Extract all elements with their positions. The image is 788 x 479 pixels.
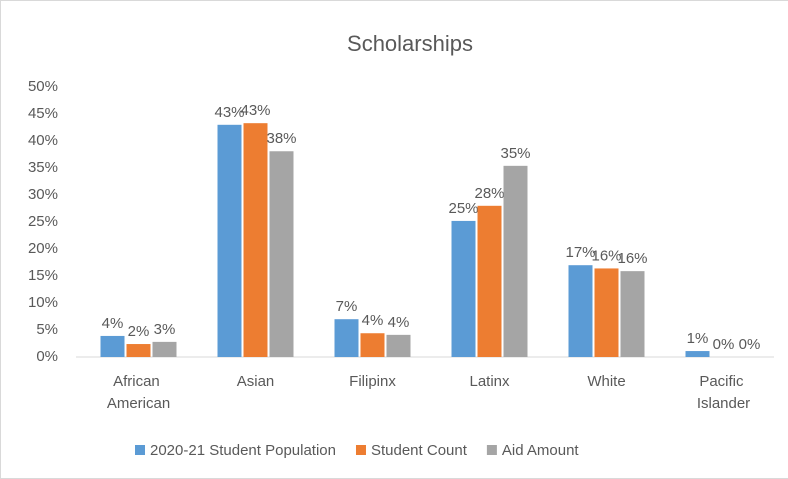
value-label: 0% [713, 336, 735, 353]
value-label: 0% [739, 336, 761, 353]
x-tick-label: Latinx [469, 373, 510, 390]
y-tick-label: 20% [28, 240, 58, 257]
bar [360, 333, 385, 357]
value-label: 4% [102, 315, 124, 332]
value-label: 3% [154, 321, 176, 338]
bar [620, 271, 645, 357]
bar [269, 151, 294, 357]
bar [568, 265, 593, 357]
bar [243, 123, 268, 358]
value-label: 28% [474, 185, 504, 202]
value-label: 35% [500, 145, 530, 162]
value-label: 17% [565, 244, 595, 261]
bar [594, 268, 619, 357]
x-tick-label: Asian [237, 373, 275, 390]
x-tick-label: Filipinx [349, 373, 396, 390]
bar [126, 344, 151, 357]
value-label: 25% [448, 200, 478, 217]
legend-label: Aid Amount [502, 442, 580, 459]
y-tick-label: 35% [28, 159, 58, 176]
legend-swatch [355, 445, 366, 455]
bar [477, 205, 502, 357]
chart-title: Scholarships [347, 31, 473, 56]
value-label: 4% [362, 312, 384, 329]
x-tick-label: Pacific Islander [697, 373, 750, 412]
legend-swatch [486, 445, 497, 455]
value-label: 43% [214, 104, 244, 121]
bar [451, 220, 476, 357]
y-tick-label: 0% [36, 348, 58, 365]
legend-label: Student Count [371, 442, 468, 459]
y-tick-label: 40% [28, 132, 58, 149]
y-tick-label: 25% [28, 213, 58, 230]
value-label: 16% [591, 247, 621, 264]
bar [386, 334, 411, 357]
bar [152, 341, 177, 357]
y-tick-label: 15% [28, 267, 58, 284]
y-tick-label: 5% [36, 321, 58, 338]
value-label: 43% [240, 102, 270, 119]
value-label: 4% [388, 314, 410, 331]
bar [334, 319, 359, 357]
x-tick-label: White [587, 373, 625, 390]
bar [685, 351, 710, 357]
y-tick-label: 50% [28, 78, 58, 95]
value-label: 16% [617, 250, 647, 267]
y-tick-label: 10% [28, 294, 58, 311]
value-label: 7% [336, 298, 358, 315]
value-label: 38% [266, 130, 296, 147]
bar [503, 165, 528, 357]
bar [217, 124, 242, 357]
y-tick-label: 30% [28, 186, 58, 203]
x-tick-label: African American [107, 373, 170, 412]
bar [100, 335, 125, 357]
legend-label: 2020-21 Student Population [150, 442, 336, 459]
legend-swatch [135, 445, 145, 455]
y-tick-label: 45% [28, 105, 58, 122]
value-label: 1% [687, 330, 709, 347]
value-label: 2% [128, 323, 150, 340]
